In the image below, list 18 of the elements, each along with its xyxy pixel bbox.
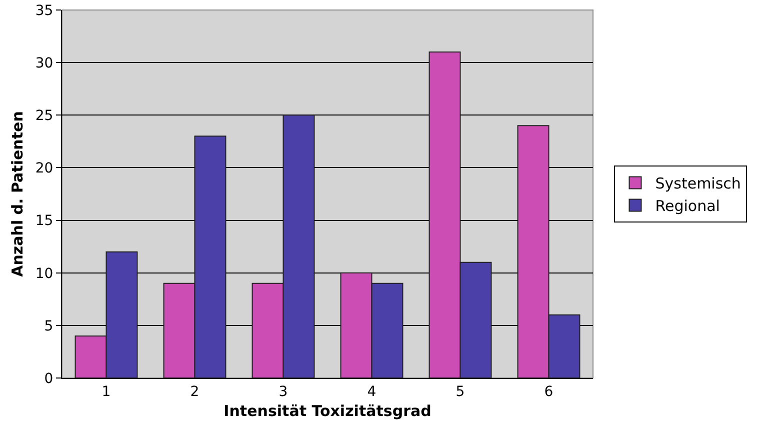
y-tick-label: 25 bbox=[35, 108, 54, 124]
y-tick-label: 35 bbox=[35, 2, 54, 19]
y-tick-label: 5 bbox=[44, 318, 54, 334]
x-tick-label: 3 bbox=[278, 384, 288, 400]
legend-label: Systemisch bbox=[655, 174, 741, 193]
x-tick-label: 4 bbox=[367, 384, 376, 400]
x-tick-label: 2 bbox=[190, 384, 200, 400]
y-tick-label: 15 bbox=[35, 213, 54, 230]
y-axis-title: Anzahl d. Patienten bbox=[8, 111, 27, 277]
x-tick-label: 1 bbox=[102, 384, 111, 400]
y-tick-label: 0 bbox=[44, 370, 54, 387]
y-tick-label: 10 bbox=[35, 266, 54, 282]
x-tick-label: 6 bbox=[544, 384, 554, 400]
legend-label: Regional bbox=[655, 197, 720, 216]
y-tick-label: 20 bbox=[35, 160, 54, 177]
x-tick-label: 5 bbox=[456, 384, 465, 400]
y-tick-label: 30 bbox=[35, 55, 54, 72]
x-axis-title: Intensität Toxizitätsgrad bbox=[224, 402, 432, 420]
